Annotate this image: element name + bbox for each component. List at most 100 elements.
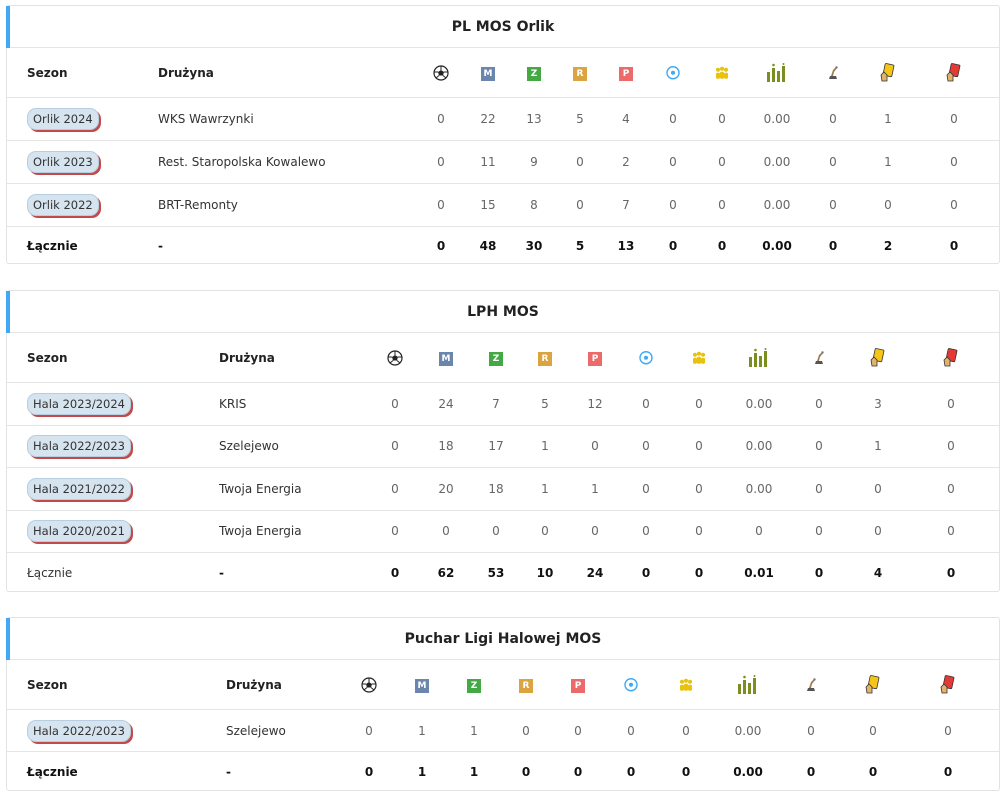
stat-value: 1 <box>884 155 892 169</box>
season-link[interactable]: Hala 2020/2021 <box>27 520 131 543</box>
goals-icon <box>639 350 653 365</box>
table-title: Puchar Ligi Halowej MOS <box>7 618 999 660</box>
total-value: 0 <box>868 765 878 779</box>
stat-value: 18 <box>438 439 454 454</box>
trophy-icon <box>804 677 818 693</box>
stat-value: 7 <box>492 396 500 411</box>
stat-value: 0 <box>815 439 823 454</box>
table-row: Hala 2020/2021 Twoja Energia 0 0 0 0 0 0 0 0 0 0 0 <box>7 511 999 553</box>
header-season: Sezon <box>27 350 68 365</box>
losses-icon: P <box>619 65 633 81</box>
total-value: 0 <box>717 239 727 253</box>
season-link[interactable]: Hala 2022/2023 <box>27 435 131 458</box>
stat-value: 0 <box>442 524 450 539</box>
stat-value: 0 <box>627 723 635 738</box>
stat-value: 1 <box>874 439 882 454</box>
stat-value: 0 <box>541 524 549 539</box>
stat-value: 0 <box>950 112 958 126</box>
total-team: - <box>158 239 163 253</box>
season-pill[interactable]: Hala 2021/2022 <box>27 477 131 500</box>
total-value: 1 <box>417 765 427 779</box>
stat-value: 0 <box>869 723 877 738</box>
stat-value: 0 <box>947 524 955 539</box>
table-total-row: Łącznie - 0 1 1 0 0 0 0 0.00 0 0 0 <box>7 752 999 792</box>
table-header-row: Sezon Drużyna M Z R P <box>7 660 999 710</box>
stat-value: 4 <box>622 112 630 126</box>
team-name: Szelejewo <box>226 723 286 738</box>
stat-value: 0 <box>884 198 892 212</box>
stat-value: 1 <box>541 481 549 496</box>
stats-icon <box>766 62 788 83</box>
team-name: Twoja Energia <box>219 524 302 539</box>
season-link[interactable]: Orlik 2022 <box>27 194 99 216</box>
season-link[interactable]: Orlik 2023 <box>27 151 99 173</box>
stat-value: 20 <box>438 481 454 496</box>
season-pill[interactable]: Hala 2023/2024 <box>27 392 131 415</box>
total-value: 0 <box>668 239 678 253</box>
stat-value: 7 <box>622 198 630 212</box>
stat-value: 0 <box>492 524 500 539</box>
season-pill[interactable]: Orlik 2023 <box>27 151 99 173</box>
season-pill[interactable]: Orlik 2024 <box>27 108 99 130</box>
stat-value: 0 <box>947 439 955 454</box>
total-value: 0 <box>641 566 651 580</box>
total-value: 0 <box>626 765 636 779</box>
yellow-card-icon <box>864 674 882 695</box>
red-card-icon <box>942 347 960 368</box>
stat-value: 0 <box>815 524 823 539</box>
total-value: 0.00 <box>733 765 763 779</box>
stat-value: 11 <box>480 155 496 169</box>
draws-icon: R <box>573 65 587 81</box>
stat-value: 0 <box>642 439 650 454</box>
total-value: 0 <box>436 239 446 253</box>
total-value: 0 <box>390 566 400 580</box>
stat-value: 12 <box>587 396 603 411</box>
total-value: 5 <box>575 239 585 253</box>
stat-value: 0 <box>576 198 584 212</box>
total-value: 4 <box>873 566 883 580</box>
draws-icon: R <box>538 350 552 366</box>
stat-value: 0 <box>950 198 958 212</box>
stat-value: 1 <box>884 112 892 126</box>
season-pill[interactable]: Hala 2022/2023 <box>27 719 131 742</box>
table-row: Hala 2022/2023 Szelejewo 0 18 17 1 0 0 0 0.00 0 1 0 <box>7 426 999 468</box>
stat-value: 0 <box>755 524 763 539</box>
season-pill[interactable]: Orlik 2022 <box>27 194 99 216</box>
yellow-card-icon <box>869 347 887 368</box>
total-value: 0 <box>943 765 953 779</box>
header-team: Drużyna <box>226 677 282 692</box>
season-link[interactable]: Hala 2023/2024 <box>27 392 131 415</box>
stat-value: 1 <box>541 439 549 454</box>
stat-value: 0 <box>682 723 690 738</box>
total-value: 0 <box>694 566 704 580</box>
season-link[interactable]: Hala 2021/2022 <box>27 477 131 500</box>
season-pill[interactable]: Hala 2022/2023 <box>27 435 131 458</box>
stat-value: 15 <box>480 198 496 212</box>
matches-icon: M <box>439 350 453 366</box>
total-value: 0.00 <box>762 239 792 253</box>
total-label: Łącznie <box>27 566 73 580</box>
stat-value: 0 <box>829 155 837 169</box>
team-name: WKS Wawrzynki <box>158 112 254 126</box>
total-value: 1 <box>469 765 479 779</box>
stat-value: 5 <box>541 396 549 411</box>
goals-icon <box>666 65 680 80</box>
card-accent-bar <box>6 6 10 48</box>
season-pill[interactable]: Hala 2020/2021 <box>27 520 131 543</box>
season-link[interactable]: Orlik 2024 <box>27 108 99 130</box>
wins-icon: Z <box>467 677 481 693</box>
stat-value: 18 <box>488 481 504 496</box>
team-icon <box>714 65 730 80</box>
table-row: Orlik 2022 BRT-Remonty 0 15 8 0 7 0 0 0.00 0 0 0 <box>7 184 999 227</box>
stat-value: 0.00 <box>734 723 762 738</box>
season-link[interactable]: Hala 2022/2023 <box>27 719 131 742</box>
matches-icon: M <box>481 65 495 81</box>
trophy-icon <box>812 350 826 366</box>
yellow-card-icon <box>879 62 897 83</box>
stat-value: 0 <box>437 198 445 212</box>
stat-value: 0 <box>815 396 823 411</box>
stat-value: 0 <box>695 439 703 454</box>
stat-value: 0 <box>718 112 726 126</box>
stat-value: 0.00 <box>745 396 773 411</box>
stat-value: 1 <box>470 723 478 738</box>
